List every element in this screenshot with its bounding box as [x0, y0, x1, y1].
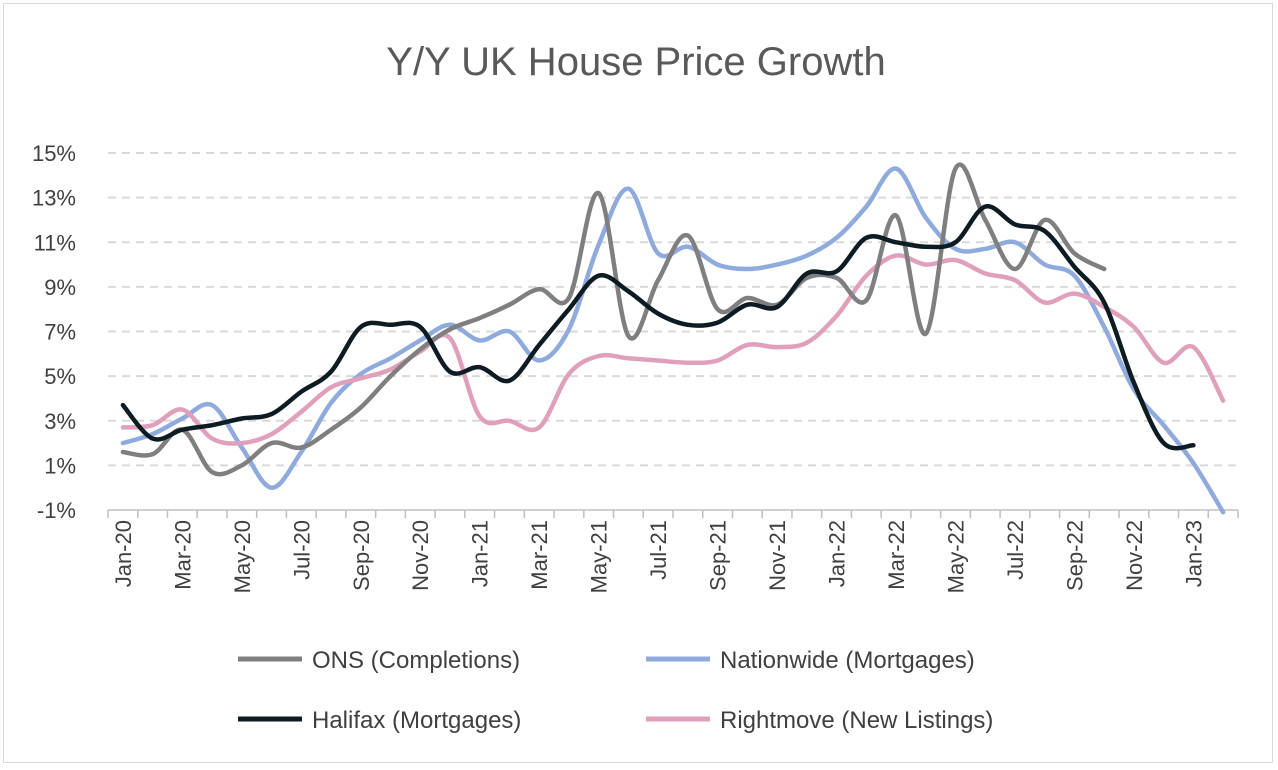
x-tick-label: Mar-22: [884, 520, 909, 590]
x-tick-label: Jul-20: [289, 520, 314, 580]
y-tick-label: 11%: [34, 230, 76, 255]
x-tick-label: Nov-21: [765, 520, 790, 591]
y-tick-label: 9%: [44, 275, 76, 300]
series-line-rightmove-new-listings: [120, 253, 1226, 446]
y-tick-label: 15%: [32, 141, 76, 166]
x-tick-label: Mar-20: [170, 520, 195, 590]
legend: ONS (Completions) Nationwide (Mortgages) H…: [238, 647, 993, 734]
legend-label-nationwide-mortgages: Nationwide (Mortgages): [720, 647, 975, 674]
x-tick-label: Jul-22: [1003, 520, 1028, 580]
x-tick-label: Nov-22: [1122, 520, 1147, 591]
x-tick-label: May-21: [587, 520, 612, 593]
series-line-halifax-mortgages: [120, 204, 1196, 451]
x-tick-label: Jan-22: [825, 520, 850, 587]
legend-label-ons-completions: ONS (Completions): [312, 647, 520, 674]
y-tick-label: 5%: [44, 364, 76, 389]
legend-label-rightmove-new-listings: Rightmove (New Listings): [720, 707, 993, 734]
y-tick-label: 3%: [44, 409, 76, 434]
gridlines: [108, 152, 1238, 467]
series-line-ons-completions: [120, 162, 1107, 477]
y-tick-label: 13%: [32, 186, 76, 211]
y-tick-label: 7%: [44, 320, 76, 345]
x-tick-label: Nov-20: [408, 520, 433, 591]
x-tick-label: Sep-21: [706, 520, 731, 591]
legend-label-halifax-mortgages: Halifax (Mortgages): [312, 707, 521, 734]
y-tick-label: -1%: [37, 498, 76, 523]
series-lines: [120, 162, 1226, 515]
x-tick-label: Jul-21: [646, 520, 671, 580]
axes: [107, 509, 1239, 518]
y-axis-ticks: 15% 13% 11% 9% 7% 5% 3% 1% -1%: [32, 141, 76, 523]
x-tick-label: May-22: [944, 520, 969, 593]
series-line-nationwide-mortgages: [120, 166, 1226, 515]
x-tick-label: Jan-21: [468, 520, 493, 587]
x-tick-label: Sep-22: [1062, 520, 1087, 591]
x-tick-label: Jan-20: [111, 520, 136, 587]
x-tick-label: Sep-20: [349, 520, 374, 591]
x-tick-label: May-20: [230, 520, 255, 593]
y-tick-label: 1%: [44, 453, 76, 478]
chart-title: Y/Y UK House Price Growth: [386, 40, 885, 84]
x-tick-label: Mar-21: [527, 520, 552, 590]
x-axis-ticks: Jan-20 Mar-20 May-20 Jul-20 Sep-20 Nov-20 Jan-…: [111, 520, 1207, 593]
x-tick-label: Jan-23: [1181, 520, 1206, 587]
chart-frame: [3, 3, 1273, 763]
